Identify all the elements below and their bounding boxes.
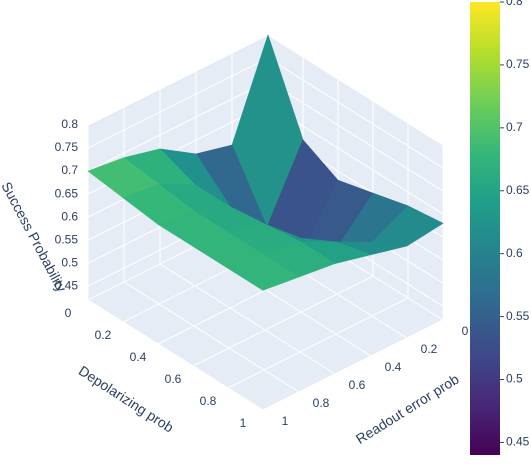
back-wall	[268, 35, 443, 320]
colorbar	[470, 2, 500, 455]
z-tick-label: 0.5	[61, 255, 78, 269]
grid-line	[192, 275, 374, 367]
y-axis-title: Depolarizing prob	[76, 362, 177, 435]
colorbar-tick-label: 0.55	[506, 309, 530, 323]
x-tick-label: 0.4	[385, 360, 402, 374]
y-tick-label: 0	[65, 306, 72, 320]
colorbar-tick-label: 0.5	[506, 372, 523, 386]
z-tick-label: 0.65	[55, 186, 79, 200]
grid-line	[87, 57, 269, 149]
grid-line	[87, 299, 264, 411]
z-tick-label: 0.7	[61, 163, 78, 177]
z-tick-label: 0.8	[61, 117, 78, 131]
grid-line	[267, 57, 444, 169]
surface-patch	[227, 254, 300, 291]
z-tick-label: 0.75	[55, 140, 79, 154]
y-tick-label: 0.6	[165, 372, 182, 386]
x-tick-label: 0.2	[421, 342, 438, 356]
colorbar-tick-label: 0.45	[506, 435, 530, 449]
floor-plane	[88, 210, 443, 410]
grid-line	[262, 319, 444, 411]
y-tick-label: 1	[240, 416, 247, 430]
y-tick-label: 0.8	[200, 394, 217, 408]
colorbar-tick-label: 0.75	[506, 57, 530, 71]
grid-line	[267, 80, 444, 192]
colorbar-tick-label: 0.7	[506, 120, 523, 134]
y-tick-label: 0.4	[130, 350, 147, 364]
grid-line	[87, 34, 269, 126]
grid-line	[227, 297, 409, 389]
y-tick-label: 0.2	[95, 328, 112, 342]
x-tick-label: 0.6	[349, 378, 366, 392]
grid-line	[123, 281, 300, 393]
z-tick-label: 0.45	[55, 278, 79, 292]
z-tick-label: 0.6	[61, 209, 78, 223]
x-tick-label: 1	[282, 414, 289, 428]
grid-line	[267, 34, 444, 146]
x-tick-label: 0.8	[313, 396, 330, 410]
colorbar-tick-label: 0.8	[506, 0, 523, 8]
grid-line	[159, 263, 336, 375]
x-axis-title: Readout error prob	[353, 371, 462, 447]
z-tick-label: 0.55	[55, 232, 79, 246]
colorbar-tick-label: 0.6	[506, 246, 523, 260]
grid-line	[87, 80, 269, 172]
colorbar-tick-label: 0.65	[506, 183, 530, 197]
x-tick-label: 0	[462, 324, 469, 338]
